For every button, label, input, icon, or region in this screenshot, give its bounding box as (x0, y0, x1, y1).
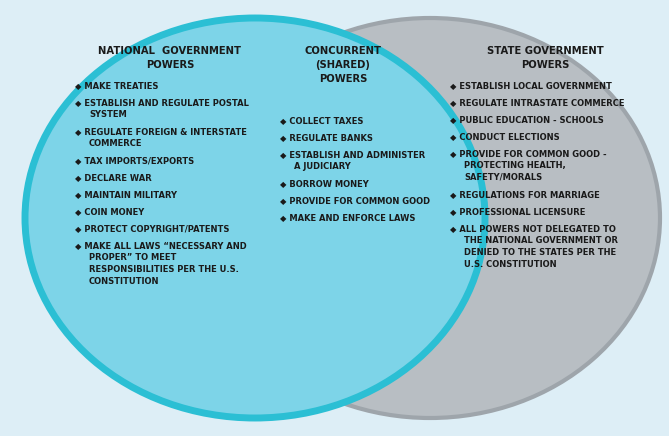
Ellipse shape (200, 18, 660, 418)
Text: ◆ ESTABLISH LOCAL GOVERNMENT: ◆ ESTABLISH LOCAL GOVERNMENT (450, 81, 612, 90)
Text: ◆ PROVIDE FOR COMMON GOOD: ◆ PROVIDE FOR COMMON GOOD (280, 196, 430, 205)
Text: ◆ COIN MONEY: ◆ COIN MONEY (75, 207, 145, 216)
Text: STATE GOVERNMENT
POWERS: STATE GOVERNMENT POWERS (486, 46, 603, 70)
Text: THE NATIONAL GOVERNMENT OR: THE NATIONAL GOVERNMENT OR (464, 236, 618, 245)
Text: ◆ CONDUCT ELECTIONS: ◆ CONDUCT ELECTIONS (450, 132, 560, 141)
Text: ◆ PROFESSIONAL LICENSURE: ◆ PROFESSIONAL LICENSURE (450, 207, 585, 216)
Text: ◆ ALL POWERS NOT DELEGATED TO: ◆ ALL POWERS NOT DELEGATED TO (450, 224, 616, 233)
Text: A JUDICIARY: A JUDICIARY (294, 162, 351, 171)
Text: CONCURRENT
(SHARED)
POWERS: CONCURRENT (SHARED) POWERS (304, 46, 381, 84)
Text: ◆ REGULATE BANKS: ◆ REGULATE BANKS (280, 133, 373, 142)
Text: ◆ BORROW MONEY: ◆ BORROW MONEY (280, 179, 369, 188)
Text: ◆ REGULATE INTRASTATE COMMERCE: ◆ REGULATE INTRASTATE COMMERCE (450, 98, 624, 107)
Text: DENIED TO THE STATES PER THE: DENIED TO THE STATES PER THE (464, 248, 616, 257)
Text: PROTECTING HEALTH,: PROTECTING HEALTH, (464, 161, 566, 170)
Text: ◆ PROVIDE FOR COMMON GOOD -: ◆ PROVIDE FOR COMMON GOOD - (450, 149, 607, 158)
Text: COMMERCE: COMMERCE (89, 139, 142, 148)
Text: ◆ ESTABLISH AND ADMINISTER: ◆ ESTABLISH AND ADMINISTER (280, 150, 425, 159)
Text: CONSTITUTION: CONSTITUTION (89, 277, 159, 286)
Text: ◆ MAINTAIN MILITARY: ◆ MAINTAIN MILITARY (75, 190, 177, 199)
Text: ◆ MAKE ALL LAWS “NECESSARY AND: ◆ MAKE ALL LAWS “NECESSARY AND (75, 241, 247, 250)
Text: ◆ MAKE AND ENFORCE LAWS: ◆ MAKE AND ENFORCE LAWS (280, 213, 415, 222)
Text: SAFETY/MORALS: SAFETY/MORALS (464, 173, 542, 182)
Text: ◆ MAKE TREATIES: ◆ MAKE TREATIES (75, 81, 159, 90)
Text: ◆ REGULATIONS FOR MARRIAGE: ◆ REGULATIONS FOR MARRIAGE (450, 190, 599, 199)
Ellipse shape (25, 18, 485, 418)
Text: ◆ PROTECT COPYRIGHT/PATENTS: ◆ PROTECT COPYRIGHT/PATENTS (75, 224, 229, 233)
Text: ◆ DECLARE WAR: ◆ DECLARE WAR (75, 173, 152, 182)
Text: PROPER” TO MEET: PROPER” TO MEET (89, 253, 177, 262)
Text: ◆ COLLECT TAXES: ◆ COLLECT TAXES (280, 116, 363, 125)
Text: NATIONAL  GOVERNMENT
POWERS: NATIONAL GOVERNMENT POWERS (98, 46, 242, 70)
Text: ◆ TAX IMPORTS/EXPORTS: ◆ TAX IMPORTS/EXPORTS (75, 156, 194, 165)
Text: U.S. CONSTITUTION: U.S. CONSTITUTION (464, 260, 557, 269)
Text: ◆ REGULATE FOREIGN & INTERSTATE: ◆ REGULATE FOREIGN & INTERSTATE (75, 127, 247, 136)
Text: ◆ PUBLIC EDUCATION - SCHOOLS: ◆ PUBLIC EDUCATION - SCHOOLS (450, 115, 603, 124)
Text: ◆ ESTABLISH AND REGULATE POSTAL: ◆ ESTABLISH AND REGULATE POSTAL (75, 98, 249, 107)
Text: SYSTEM: SYSTEM (89, 110, 126, 119)
Text: RESPONSIBILITIES PER THE U.S.: RESPONSIBILITIES PER THE U.S. (89, 265, 239, 274)
